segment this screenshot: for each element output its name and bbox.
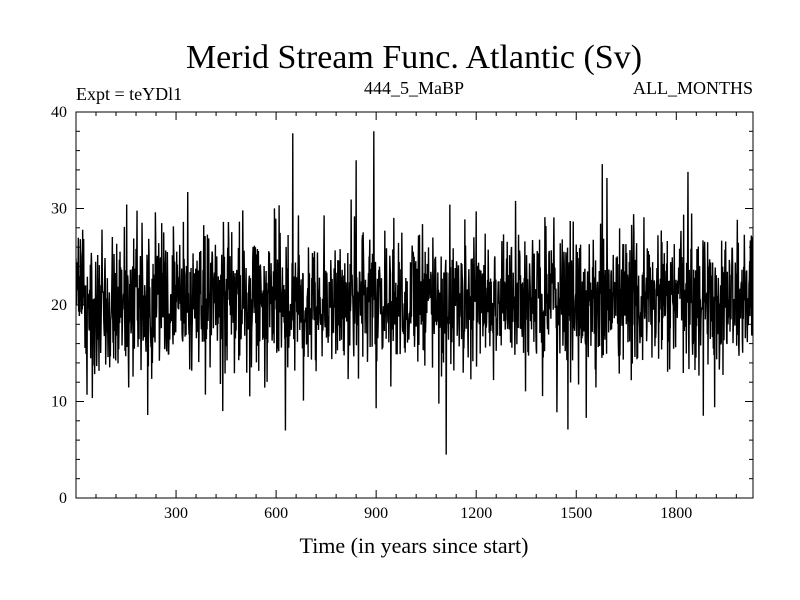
period-label: 444_5_MaBP (364, 78, 464, 98)
chart-title: Merid Stream Func. Atlantic (Sv) (186, 39, 642, 76)
y-tick-label: 30 (51, 201, 67, 218)
y-tick-label: 40 (51, 104, 67, 121)
series-layer (76, 131, 753, 455)
y-tick-label: 10 (51, 394, 67, 411)
x-tick-label: 600 (264, 505, 288, 522)
x-axis-label: Time (in years since start) (300, 533, 529, 558)
experiment-label: Expt = teYDl1 (76, 84, 182, 104)
y-tick-label: 20 (51, 297, 67, 314)
y-tick-label: 0 (59, 490, 67, 507)
plot-frame (75, 111, 754, 499)
x-tick-label: 1200 (460, 505, 492, 522)
x-tick-label: 300 (164, 505, 188, 522)
x-tick-label: 1500 (560, 505, 592, 522)
series-line-0 (76, 131, 753, 455)
ticks-layer (76, 111, 753, 499)
x-tick-label: 900 (364, 505, 388, 522)
x-tick-label: 1800 (660, 505, 692, 522)
months-label: ALL_MONTHS (633, 78, 753, 98)
